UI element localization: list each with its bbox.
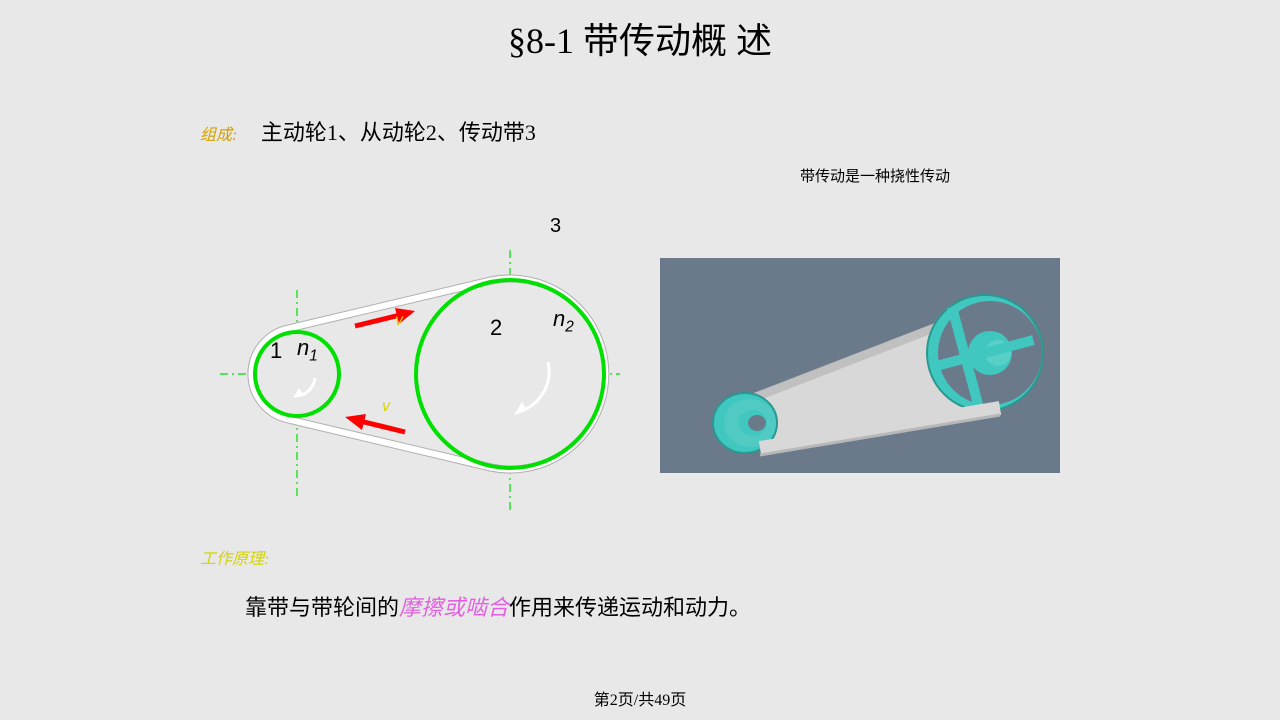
slide-title: §8-1 带传动概 述 [0, 0, 1280, 64]
belt-diagram: 1 n1 2 n2 3 v v [200, 220, 620, 520]
page-number: 第2页/共49页 [594, 686, 686, 710]
composition-line: 组成: 主动轮1、从动轮2、传动带3 [200, 115, 536, 147]
v-bottom: v [382, 398, 390, 416]
pulley2-n: n2 [553, 306, 574, 336]
pulley2-label: 2 [490, 315, 502, 341]
composition-text: 主动轮1、从动轮2、传动带3 [261, 120, 536, 145]
pulley1-label: 1 [270, 338, 282, 364]
belt-3d-render [660, 258, 1060, 473]
composition-label: 组成: [200, 127, 237, 144]
pulley1-n: n1 [297, 335, 318, 365]
principle-text: 靠带与带轮间的摩擦或啮合作用来传递运动和动力。 [245, 590, 751, 622]
flexible-note: 带传动是一种挠性传动 [800, 165, 950, 186]
principle-label: 工作原理: [200, 545, 269, 569]
belt-label: 3 [550, 215, 561, 238]
v-top: v [395, 312, 403, 330]
